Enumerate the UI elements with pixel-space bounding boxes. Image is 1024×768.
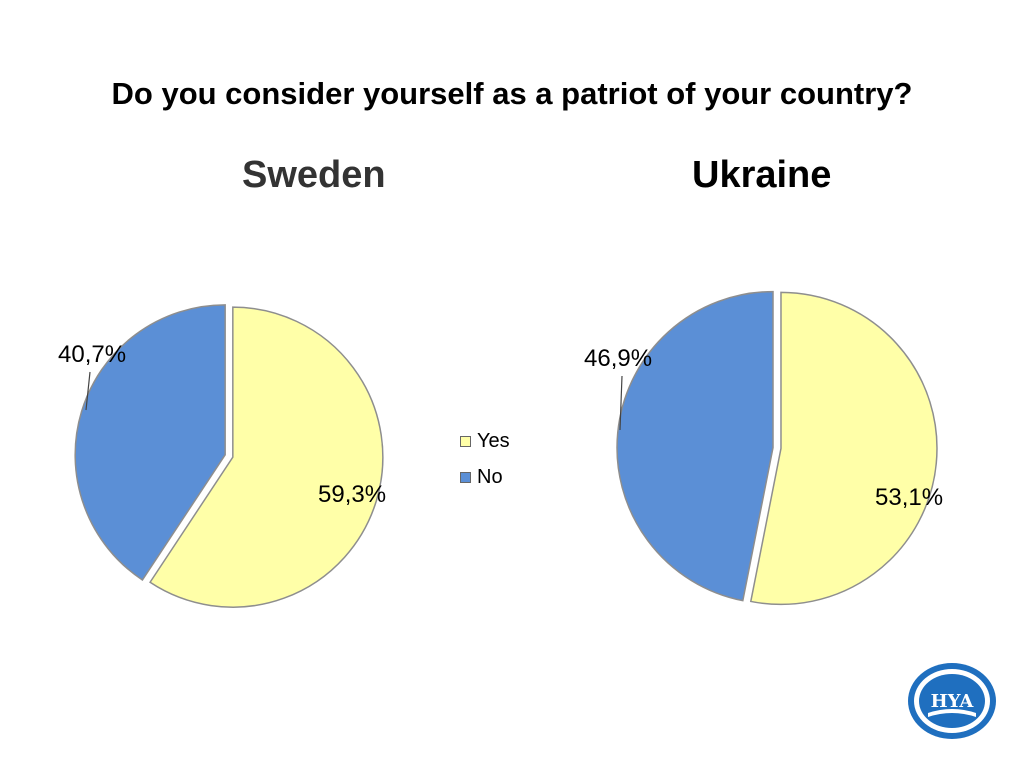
chart-title-sweden: Sweden <box>242 154 386 196</box>
university-logo: HYA <box>908 663 996 739</box>
pie-slice-yes-1 <box>749 291 938 606</box>
legend-item-no: No <box>460 459 510 495</box>
legend: Yes No <box>460 423 510 495</box>
legend-label-no: No <box>477 465 503 488</box>
chart-title-ukraine: Ukraine <box>692 154 832 196</box>
pie-slice-no-1 <box>616 290 774 602</box>
legend-item-yes: Yes <box>460 423 510 459</box>
logo-lettering: HYA <box>931 691 975 712</box>
pie-slice-no-0 <box>74 304 226 582</box>
data-label-no-1: 46,9% <box>584 345 652 372</box>
pie-slice-yes-0 <box>149 306 384 608</box>
legend-swatch-no <box>460 471 471 483</box>
legend-swatch-yes <box>460 435 471 447</box>
label-leader-line-1 <box>619 375 623 431</box>
data-label-yes-0: 59,3% <box>318 481 386 508</box>
data-label-yes-1: 53,1% <box>875 484 943 511</box>
legend-label-yes: Yes <box>477 429 510 452</box>
slide-title: Do you consider yourself as a patriot of… <box>111 76 913 111</box>
data-label-no-0: 40,7% <box>58 341 126 368</box>
label-leader-line-0 <box>85 371 91 411</box>
